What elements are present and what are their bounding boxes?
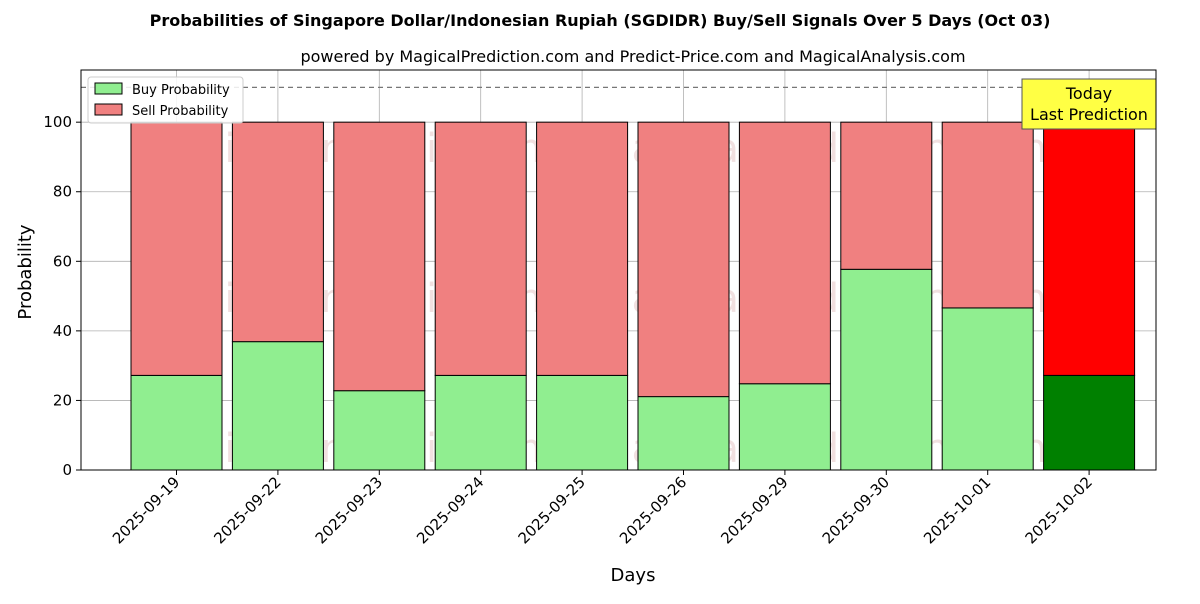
sell-bar [333,121,426,392]
chart-subtitle: powered by MagicalPrediction.com and Pre… [300,47,965,66]
sell-bar [1043,121,1136,376]
buy-bar [130,374,223,471]
buy-bar [536,374,629,471]
sell-bar [738,121,831,385]
sell-bar [941,121,1034,309]
buy-bar [333,390,426,471]
legend-buy-swatch [94,82,123,95]
y-tick-label: 60 [53,252,72,270]
buy-bar [434,374,527,471]
y-tick-label: 0 [62,461,72,479]
buy-bar [231,341,324,471]
legend-sell-swatch [94,103,123,116]
buy-bar [738,383,831,471]
x-axis-label: Days [611,565,656,586]
legend-buy-label: Buy Probability [132,83,230,98]
y-tick-label: 40 [53,322,72,340]
buy-bar [840,268,933,471]
sell-bar [536,121,629,376]
sell-bar [130,121,223,376]
today-annotation-box [1021,78,1157,130]
buy-bar [637,396,730,471]
sell-bar [637,121,730,398]
sell-bar [840,121,933,270]
legend-sell-label: Sell Probability [132,104,229,119]
plot-frame [80,69,1157,471]
bars-layer [130,121,1136,471]
sell-bar [434,121,527,376]
y-axis-label: Probability [15,224,36,319]
buy-bar [941,307,1034,471]
today-label: Today [1065,84,1112,103]
y-tick-label: 80 [53,183,72,201]
y-tick-label: 20 [53,391,72,409]
last-prediction-label: Last Prediction [1030,105,1148,124]
today-annotation: Today Last Prediction [1021,78,1157,130]
chart-title: Probabilities of Singapore Dollar/Indone… [150,11,1051,30]
sell-bar [231,121,324,343]
legend-frame [87,76,244,124]
legend: Buy Probability Sell Probability [87,76,244,124]
y-tick-label: 100 [43,113,72,131]
buy-bar [1043,374,1136,471]
